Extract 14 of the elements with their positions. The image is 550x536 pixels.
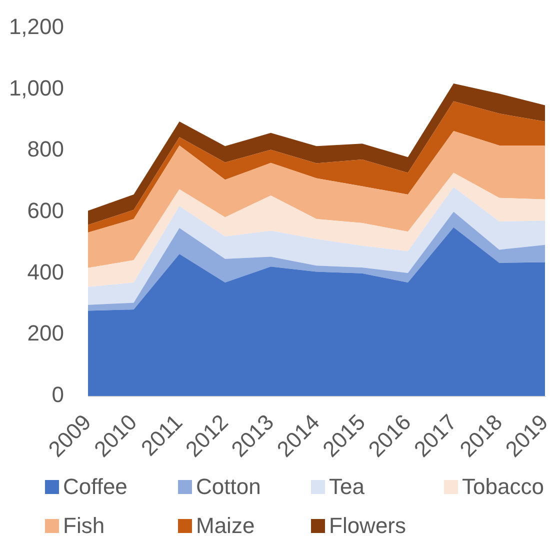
legend-label: Fish — [63, 513, 105, 536]
y-tick-label: 600 — [27, 198, 64, 224]
y-tick-label: 800 — [27, 136, 64, 162]
legend-label: Cotton — [196, 474, 261, 500]
y-tick-label: 200 — [27, 320, 64, 346]
y-tick-label: 0 — [52, 382, 64, 408]
legend-label: Tobacco — [462, 474, 544, 500]
y-tick-label: 400 — [27, 259, 64, 284]
y-tick-label: 1,200 — [8, 14, 64, 40]
legend-label: Maize — [196, 513, 255, 536]
legend-label: Flowers — [329, 513, 406, 536]
legend-label: Tea — [329, 474, 366, 500]
legend-label: Coffee — [63, 474, 128, 500]
y-tick-label: 1,000 — [8, 75, 64, 100]
